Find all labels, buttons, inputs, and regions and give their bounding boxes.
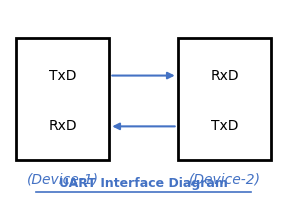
Text: TxD: TxD [211, 119, 238, 133]
Text: UART Interface Diagram: UART Interface Diagram [59, 177, 228, 190]
Text: TxD: TxD [49, 69, 76, 83]
Text: RxD: RxD [210, 69, 239, 83]
Text: (Device-2): (Device-2) [189, 172, 261, 186]
FancyBboxPatch shape [178, 38, 272, 160]
FancyBboxPatch shape [15, 38, 109, 160]
Text: (Device-1): (Device-1) [26, 172, 98, 186]
Text: RxD: RxD [48, 119, 77, 133]
